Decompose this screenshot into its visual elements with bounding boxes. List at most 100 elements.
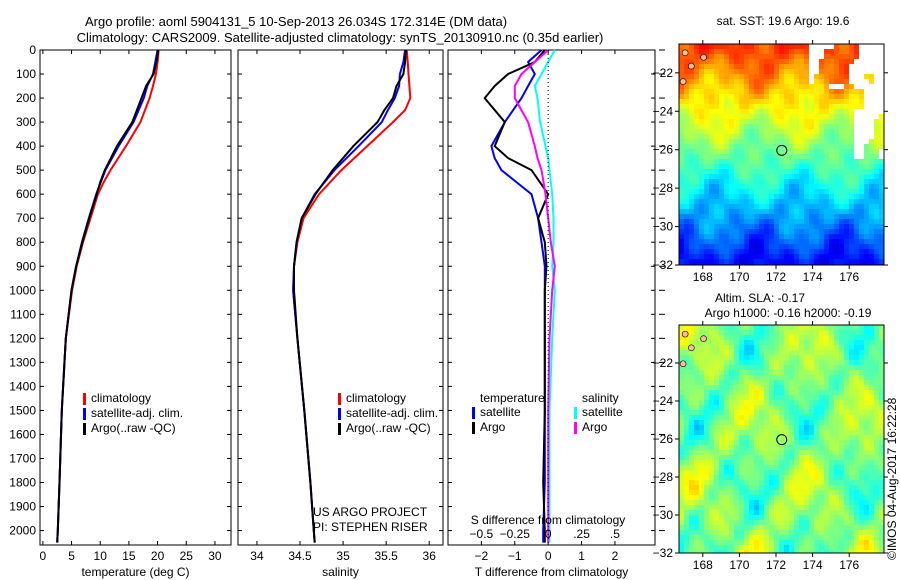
legend-title-temperature: temperature xyxy=(480,391,545,405)
x-tick-label: 25 xyxy=(180,549,194,563)
sla_map-panel: −22 −24 −26 −28 −30 −32 168 170 172 174 176 Altim. … xyxy=(653,291,888,572)
series-line-argo-raw-qc- xyxy=(56,49,160,543)
island-icon xyxy=(700,335,707,342)
y-tick-label: 1700 xyxy=(9,451,36,465)
legend-swatch xyxy=(574,422,577,434)
y-tick-label: 100 xyxy=(16,67,36,81)
x-tick-label: −1 xyxy=(508,549,522,563)
y-tick-label: 200 xyxy=(16,91,36,105)
lon-tick-label: 174 xyxy=(803,558,823,572)
lat-tick-label: −26 xyxy=(653,143,674,157)
y-tick-label: 1000 xyxy=(9,283,36,297)
y-tick-label: 1500 xyxy=(9,403,36,417)
s-tick-label: 0 xyxy=(545,527,552,541)
title-line-1: Argo profile: aoml 5904131_5 10-Sep-2013… xyxy=(85,14,507,29)
island-icon xyxy=(700,53,707,61)
lon-tick-label: 176 xyxy=(839,558,859,572)
legend-label: satellite xyxy=(582,405,623,419)
island-icon xyxy=(681,49,689,57)
y-tick-label: 1300 xyxy=(9,355,36,369)
temperature-panel: 0100200300400500600700800900100011001200… xyxy=(9,43,232,579)
plot-frame xyxy=(237,49,444,546)
x-tick-label: 30 xyxy=(208,549,222,563)
lat-tick-label: −30 xyxy=(653,508,674,522)
lat-tick-label: −24 xyxy=(653,104,674,118)
legend-swatch xyxy=(83,393,86,405)
legend-swatch xyxy=(83,408,86,420)
lat-tick-label: −24 xyxy=(653,394,674,408)
legend-swatch xyxy=(338,423,341,435)
y-tick-label: 2000 xyxy=(9,524,36,538)
map-field xyxy=(679,44,884,265)
title-line-2: Climatology: CARS2009. Satellite-adjuste… xyxy=(77,30,604,45)
credit-text: ©IMOS 04-Aug-2017 16:22:28 xyxy=(885,397,899,560)
sla-map-subtitle: Argo h1000: -0.16 h2000: -0.19 xyxy=(705,306,872,320)
y-tick-label: 1900 xyxy=(9,500,36,514)
x-tick-label: 36 xyxy=(423,549,437,563)
x-axis-label: T difference from climatology xyxy=(475,565,629,579)
island-icon xyxy=(679,78,687,85)
y-tick-label: 500 xyxy=(16,163,36,177)
sla-map-title: Altim. SLA: -0.17 xyxy=(715,291,805,305)
map-field xyxy=(679,325,884,553)
lat-tick-label: −28 xyxy=(653,470,674,484)
series-line-argo-raw-qc- xyxy=(293,49,407,543)
x-tick-label: −2 xyxy=(475,549,489,563)
island-icon xyxy=(687,344,695,352)
y-tick-label: 1400 xyxy=(9,379,36,393)
series-line-s-satellite xyxy=(533,49,556,543)
lat-tick-label: −32 xyxy=(653,546,674,560)
sst_map-panel: −22 −24 −26 −28 −30 −32 168 170 172 174 176 sat. SS… xyxy=(653,14,888,284)
lat-tick-label: −22 xyxy=(653,66,674,80)
y-tick-label: 800 xyxy=(16,235,36,249)
s-tick-label: .5 xyxy=(610,527,620,541)
y-tick-label: 0 xyxy=(29,43,36,57)
lat-tick-label: −28 xyxy=(653,181,674,195)
legend-swatch xyxy=(472,422,475,434)
y-tick-label: 1200 xyxy=(9,331,36,345)
map-frame xyxy=(678,43,885,266)
legend-label: Argo(..raw -QC) xyxy=(91,421,176,435)
legend-label: Argo xyxy=(480,420,506,434)
lon-tick-label: 168 xyxy=(693,558,713,572)
pi-annotation: PI: STEPHEN RISER xyxy=(313,520,428,534)
lon-tick-label: 172 xyxy=(766,558,786,572)
x-tick-label: 20 xyxy=(151,549,165,563)
y-tick-label: 700 xyxy=(16,211,36,225)
legend-label: climatology xyxy=(91,391,151,405)
island-icon xyxy=(687,62,695,70)
lon-tick-label: 174 xyxy=(803,270,823,284)
x-tick-label: 35 xyxy=(336,549,350,563)
difference-panel: −2 −1 0 1 2 T difference from climatology −0.5… xyxy=(447,49,665,579)
legend-label: satellite-adj. clim. xyxy=(91,406,183,420)
s-axis-label: S difference from climatology xyxy=(471,513,626,527)
y-tick-label: 400 xyxy=(16,139,36,153)
x-tick-label: 0 xyxy=(40,549,47,563)
x-tick-label: 34 xyxy=(250,549,264,563)
y-tick-label: 1600 xyxy=(9,427,36,441)
s-tick-label: .25 xyxy=(573,527,590,541)
y-tick-label: 1800 xyxy=(9,476,36,490)
x-tick-label: 15 xyxy=(122,549,136,563)
legend-label: Argo(..raw -QC) xyxy=(346,421,431,435)
lon-tick-label: 168 xyxy=(693,270,713,284)
legend-title-salinity: salinity xyxy=(582,391,619,405)
lon-tick-label: 170 xyxy=(729,558,749,572)
lat-tick-label: −32 xyxy=(653,258,674,272)
legend-swatch xyxy=(338,393,341,405)
legend-label: climatology xyxy=(346,391,406,405)
lon-tick-label: 172 xyxy=(766,270,786,284)
y-tick-label: 300 xyxy=(16,115,36,129)
legend-swatch xyxy=(574,407,577,419)
x-axis-label: temperature (deg C) xyxy=(81,565,189,579)
x-tick-label: 1 xyxy=(578,549,585,563)
lon-tick-label: 170 xyxy=(729,270,749,284)
s-tick-label: −0.5 xyxy=(470,527,494,541)
y-tick-label: 1100 xyxy=(10,307,36,321)
x-tick-label: 5 xyxy=(68,549,75,563)
lat-tick-label: −26 xyxy=(653,432,674,446)
x-tick-label: 2 xyxy=(612,549,619,563)
salinity-panel: 34 34.5 35 35.5 36 salinity climatologysatelli… xyxy=(237,49,444,579)
legend-swatch xyxy=(472,407,475,419)
